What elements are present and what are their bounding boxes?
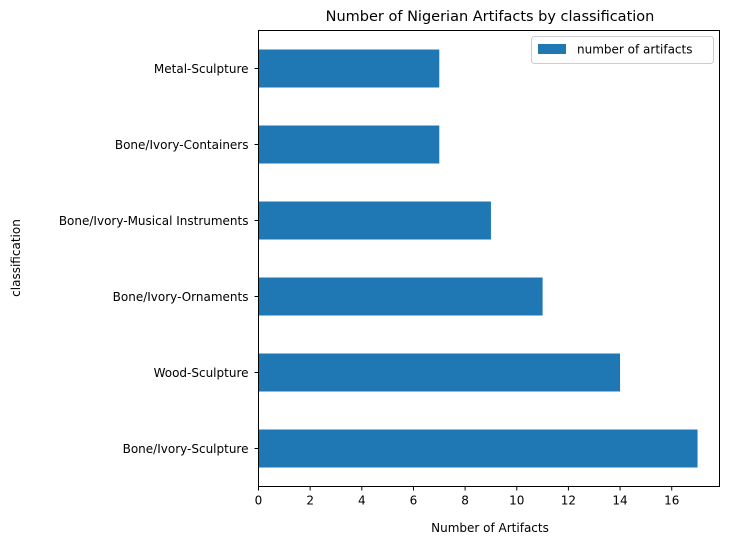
bar-1 xyxy=(258,353,621,392)
y-tick-label: Bone/Ivory-Containers xyxy=(115,138,249,152)
legend: number of artifacts xyxy=(531,36,714,64)
bar-0 xyxy=(258,429,698,468)
x-axis-label: Number of Artifacts xyxy=(431,521,549,535)
y-tick-label: Wood-Sculpture xyxy=(154,366,249,380)
x-tick-label: 10 xyxy=(509,494,524,508)
x-axis-ticks: 0 2 4 6 8 10 12 14 16 xyxy=(255,486,679,508)
x-tick-label: 12 xyxy=(561,494,576,508)
bars-layer xyxy=(258,49,698,468)
y-tick-label: Bone/Ivory-Musical Instruments xyxy=(59,214,249,228)
y-tick-label: Bone/Ivory-Ornaments xyxy=(113,290,249,304)
bar-5 xyxy=(258,49,440,88)
x-tick-label: 2 xyxy=(306,494,314,508)
legend-box xyxy=(531,36,714,64)
y-axis-ticks: Bone/Ivory-Sculpture Wood-Sculpture Bone/I… xyxy=(59,62,259,456)
x-tick-label: 4 xyxy=(358,494,366,508)
x-tick-label: 8 xyxy=(461,494,469,508)
x-tick-label: 0 xyxy=(255,494,263,508)
bar-3 xyxy=(258,201,491,240)
y-tick-label: Bone/Ivory-Sculpture xyxy=(123,442,249,456)
legend-swatch xyxy=(538,44,566,54)
legend-label: number of artifacts xyxy=(577,43,693,57)
bar-4 xyxy=(258,125,440,164)
chart-title: Number of Nigerian Artifacts by classifi… xyxy=(326,9,655,25)
y-tick-label: Metal-Sculpture xyxy=(154,62,249,76)
y-axis-label: classification xyxy=(9,219,23,297)
x-tick-label: 14 xyxy=(612,494,627,508)
bar-2 xyxy=(258,277,543,316)
x-tick-label: 6 xyxy=(410,494,418,508)
x-tick-label: 16 xyxy=(664,494,679,508)
plot-frame xyxy=(258,30,720,487)
